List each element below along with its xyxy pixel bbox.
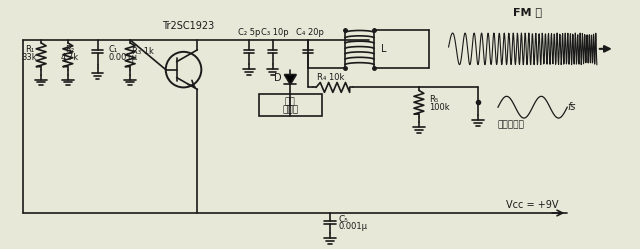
Text: 4.7k: 4.7k (61, 53, 79, 62)
Text: D: D (274, 72, 282, 82)
Text: R₅: R₅ (429, 95, 438, 104)
Text: FM 波: FM 波 (513, 7, 542, 17)
Text: R₄ 10k: R₄ 10k (317, 73, 344, 82)
Text: fs: fs (567, 102, 576, 112)
Text: C₃ 10p: C₃ 10p (260, 28, 289, 37)
Polygon shape (284, 74, 296, 84)
Text: L: L (381, 44, 387, 54)
Text: Tr2SC1923: Tr2SC1923 (163, 21, 214, 31)
Text: 变容: 变容 (285, 98, 296, 107)
Text: Vcc = +9V: Vcc = +9V (506, 200, 559, 210)
Text: C₅: C₅ (339, 215, 349, 224)
Text: 二极管: 二极管 (282, 106, 298, 115)
Text: C₂ 5p: C₂ 5p (237, 28, 260, 37)
Text: R₃ 1k: R₃ 1k (132, 47, 154, 56)
Text: 0.001μ: 0.001μ (108, 53, 138, 62)
Text: 调制信号波: 调制信号波 (498, 121, 525, 129)
Text: R₁: R₁ (25, 45, 34, 54)
Bar (259, 94, 322, 116)
Text: C₁: C₁ (108, 45, 118, 54)
Text: C₄ 20p: C₄ 20p (296, 28, 324, 37)
Text: R₂: R₂ (65, 45, 74, 54)
Text: 100k: 100k (429, 103, 449, 112)
Text: 33k: 33k (22, 53, 37, 62)
Text: 0.001μ: 0.001μ (339, 222, 368, 231)
